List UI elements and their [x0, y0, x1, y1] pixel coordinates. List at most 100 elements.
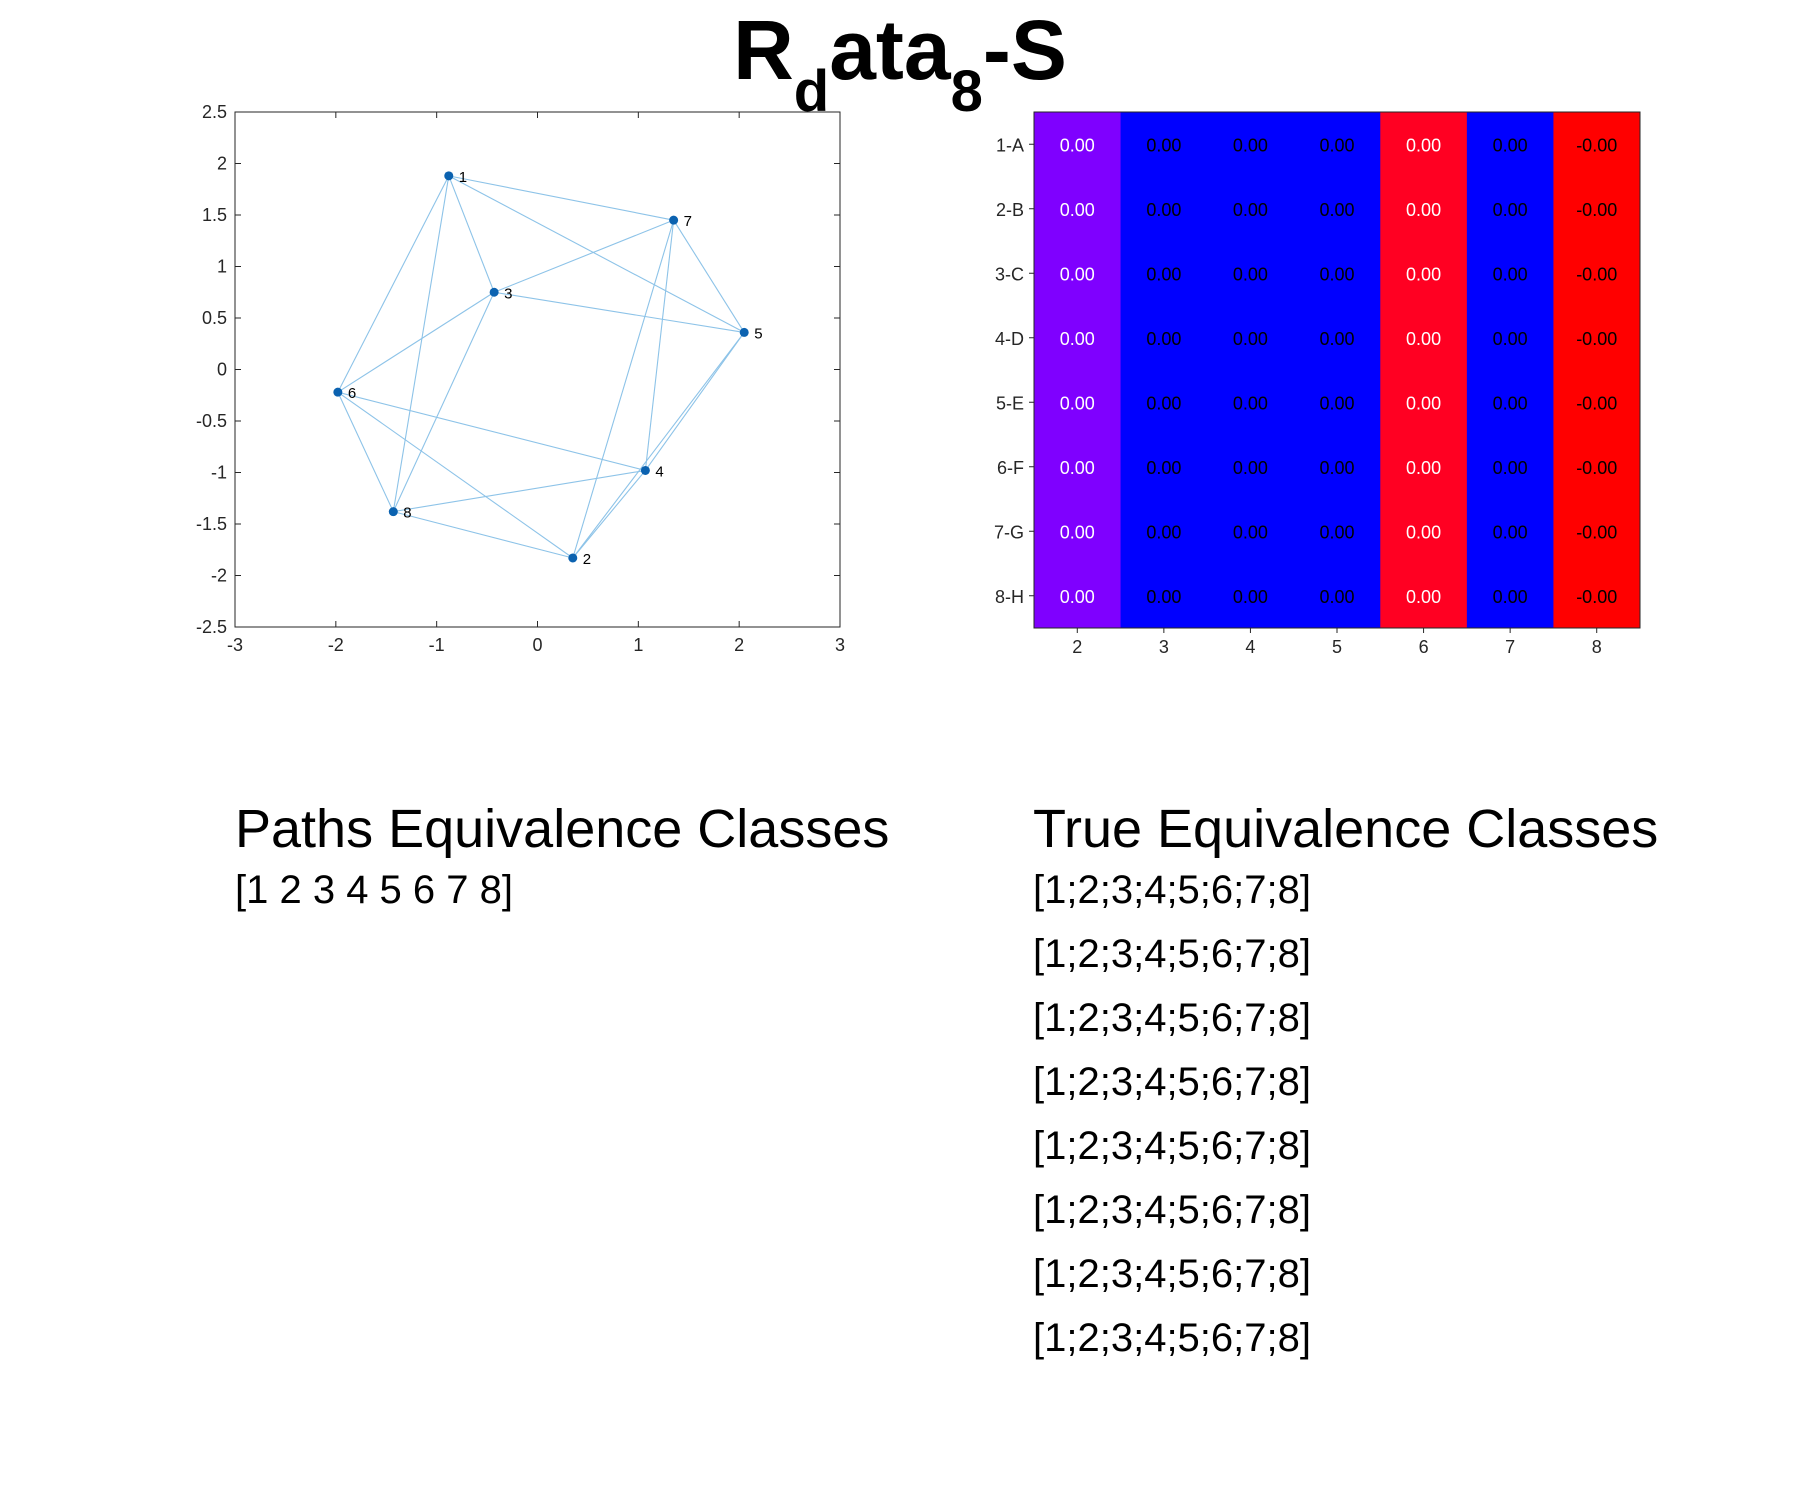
heatmap-cell-value: 0.00 — [1146, 329, 1181, 349]
graph-edge — [393, 511, 573, 559]
heatmap-cell-value: 0.00 — [1319, 135, 1354, 155]
heatmap-cell-value: 0.00 — [1493, 587, 1528, 607]
heatmap-cell-value: 0.00 — [1146, 264, 1181, 284]
graph-edge — [337, 391, 646, 471]
heatmap-cell-value: 0.00 — [1406, 587, 1441, 607]
graph-node — [568, 553, 578, 563]
title-tail: -S — [982, 3, 1067, 97]
x-tick-label: -1 — [429, 635, 445, 655]
heatmap-cell-value: 0.00 — [1060, 522, 1095, 542]
graph-edge — [337, 175, 450, 393]
graph-node — [739, 327, 749, 337]
heatmap-cell-value: 0.00 — [1146, 522, 1181, 542]
heatmap-cell-value: -0.00 — [1576, 458, 1617, 478]
graph-node — [333, 387, 343, 397]
heatmap-cell-value: -0.00 — [1576, 587, 1617, 607]
graph-edge — [572, 470, 646, 559]
true-class-line: [1;2;3;4;5;6;7;8] — [1033, 1316, 1311, 1360]
heatmap-cell-value: 0.00 — [1146, 135, 1181, 155]
title-subscript-d: d — [793, 59, 830, 124]
heatmap-cell-value: 0.00 — [1233, 264, 1268, 284]
title-mid: ata — [829, 3, 951, 97]
y-tick-label: -1 — [211, 463, 227, 483]
heatmap-cell-value: 0.00 — [1319, 522, 1354, 542]
graph-node-label: 2 — [583, 551, 591, 568]
heatmap-cell-value: 0.00 — [1146, 458, 1181, 478]
heatmap-cell-value: 0.00 — [1406, 135, 1441, 155]
x-tick-label: 3 — [835, 635, 845, 655]
y-tick-label: 2 — [217, 154, 227, 174]
y-tick-label: -2.5 — [196, 617, 227, 637]
graph-node-label: 1 — [459, 169, 467, 186]
graph-edge — [337, 391, 394, 512]
heatmap-cell-value: 0.00 — [1319, 264, 1354, 284]
heatmap-cell-value: 0.00 — [1060, 587, 1095, 607]
heatmap-cell-value: 0.00 — [1233, 200, 1268, 220]
true-class-line: [1;2;3;4;5;6;7;8] — [1033, 1060, 1311, 1104]
y-tick-label: 2.5 — [202, 102, 227, 122]
heatmap-cell-value: -0.00 — [1576, 393, 1617, 413]
heatmap-cell-value: 0.00 — [1319, 458, 1354, 478]
heatmap-cell-value: -0.00 — [1576, 329, 1617, 349]
heatmap-cell-value: 0.00 — [1319, 587, 1354, 607]
heatmap-cell-value: 0.00 — [1319, 393, 1354, 413]
heatmap-column — [1293, 112, 1381, 628]
graph-edge — [392, 175, 450, 512]
y-tick-label: -0.5 — [196, 411, 227, 431]
heatmap-cell-value: 0.00 — [1233, 587, 1268, 607]
heatmap-cell-value: 0.00 — [1319, 200, 1354, 220]
row-label: 2-B — [996, 200, 1024, 220]
page-title: Rdata8-S — [0, 0, 1800, 130]
row-label: 1-A — [996, 135, 1024, 155]
graph-node — [669, 215, 679, 225]
heatmap-cell-value: 0.00 — [1406, 393, 1441, 413]
plot-frame — [234, 111, 841, 628]
heatmap-cell-value: 0.00 — [1060, 200, 1095, 220]
heatmap-cell-value: 0.00 — [1493, 458, 1528, 478]
graph-edge — [572, 219, 675, 559]
column-label: 5 — [1332, 637, 1342, 657]
heatmap-cell-value: 0.00 — [1233, 522, 1268, 542]
y-tick-label: 0 — [217, 360, 227, 380]
graph-edge — [572, 332, 745, 559]
true-class-line: [1;2;3;4;5;6;7;8] — [1033, 996, 1311, 1040]
heatmap-plot: 0.00 0.00 0.00 0.00 0.00 0.00 -0.00 0.00 0.00 0.0… — [994, 111, 1641, 657]
heatmap-cell-value: 0.00 — [1146, 393, 1181, 413]
graph-node-label: 7 — [684, 213, 692, 230]
title-main: R — [733, 3, 794, 97]
heatmap-cell-value: 0.00 — [1406, 264, 1441, 284]
true-classes-heading: True Equivalence Classes — [1033, 799, 1659, 859]
heatmap-cell-value: 0.00 — [1060, 458, 1095, 478]
heatmap-cell-value: 0.00 — [1406, 329, 1441, 349]
column-label: 2 — [1072, 637, 1082, 657]
row-label: 8-H — [995, 587, 1024, 607]
graph-node-label: 5 — [754, 325, 762, 342]
graph-edge — [448, 175, 495, 293]
heatmap-cell-value: -0.00 — [1576, 522, 1617, 542]
graph-edge — [644, 332, 745, 471]
true-class-line: [1;2;3;4;5;6;7;8] — [1033, 1252, 1311, 1296]
graph-node — [489, 287, 499, 297]
graph-edge — [337, 291, 495, 393]
heatmap-column — [1120, 112, 1208, 628]
graph-edge — [337, 391, 574, 559]
heatmap-cell-value: 0.00 — [1060, 264, 1095, 284]
y-tick-label: -1.5 — [196, 514, 227, 534]
graph-node-label: 6 — [348, 385, 356, 402]
heatmap-column — [1466, 112, 1554, 628]
graph-node-label: 3 — [504, 285, 512, 302]
graph-edge — [644, 220, 675, 471]
column-label: 7 — [1505, 637, 1515, 657]
x-tick-label: 2 — [734, 635, 744, 655]
true-class-line: [1;2;3;4;5;6;7;8] — [1033, 932, 1311, 976]
heatmap-cell-value: -0.00 — [1576, 264, 1617, 284]
heatmap-cell-value: 0.00 — [1406, 200, 1441, 220]
heatmap-cell-value: 0.00 — [1319, 329, 1354, 349]
heatmap-cell-value: 0.00 — [1060, 329, 1095, 349]
graph-node — [388, 507, 398, 517]
graph-edge — [494, 291, 745, 333]
column-label: 3 — [1159, 637, 1169, 657]
heatmap-cell-value: 0.00 — [1233, 329, 1268, 349]
column-label: 4 — [1245, 637, 1255, 657]
heatmap-column — [1553, 112, 1641, 628]
